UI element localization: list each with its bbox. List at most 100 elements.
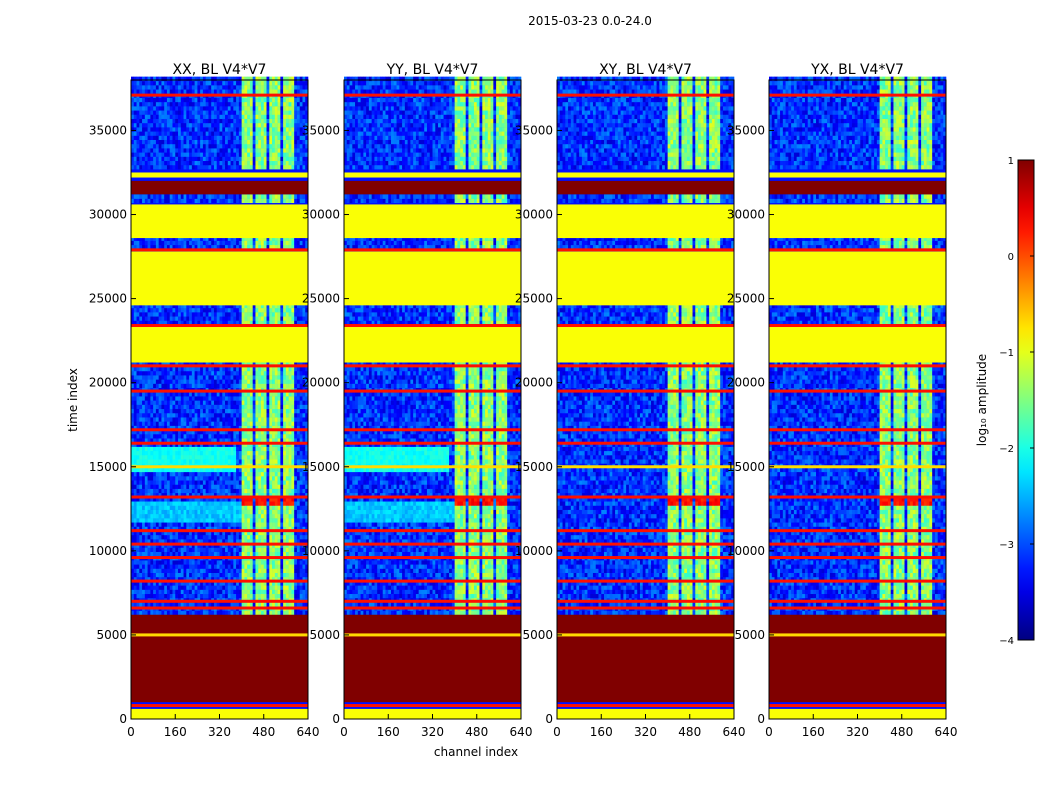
heatmap-cell — [236, 552, 239, 557]
heatmap-cell — [181, 590, 184, 595]
heatmap-cell — [150, 484, 153, 489]
heatmap-cell — [150, 585, 153, 590]
heatmap-cell — [291, 514, 294, 519]
heatmap-cell — [150, 547, 153, 552]
heatmap-cell — [178, 594, 181, 599]
heatmap-cell — [145, 560, 148, 565]
heatmap-cell — [225, 510, 228, 515]
heatmap-cell — [217, 472, 220, 477]
heatmap-cell — [214, 611, 217, 616]
heatmap-cell — [283, 472, 286, 477]
heatmap-cell — [153, 510, 156, 515]
heatmap-cell — [145, 505, 148, 510]
heatmap-cell — [142, 459, 145, 464]
heatmap-cell — [236, 484, 239, 489]
heatmap-cell — [156, 552, 159, 557]
heatmap-cell — [164, 518, 167, 523]
heatmap-cell — [159, 518, 162, 523]
heatmap-cell — [291, 611, 294, 616]
heatmap-cell — [167, 476, 170, 481]
heatmap-cell — [242, 476, 245, 481]
heatmap-cell — [217, 480, 220, 485]
heatmap-cell — [253, 489, 256, 494]
heatmap-cell — [134, 522, 137, 527]
heatmap-cell — [172, 547, 175, 552]
heatmap-cell — [139, 552, 142, 557]
heatmap-cell — [172, 569, 175, 574]
heatmap-cell — [283, 560, 286, 565]
heatmap-cell — [236, 514, 239, 519]
heatmap-cell — [297, 505, 300, 510]
heatmap-cell — [200, 560, 203, 565]
heatmap-cell — [192, 552, 195, 557]
heatmap-cell — [297, 468, 300, 473]
heatmap-cell — [203, 518, 206, 523]
heatmap-cell — [145, 590, 148, 595]
heatmap-cell — [170, 535, 173, 540]
heatmap-cell — [250, 552, 253, 557]
heatmap-cell — [200, 514, 203, 519]
heatmap-cell — [300, 501, 303, 506]
heatmap-cell — [294, 522, 297, 527]
heatmap-cell — [217, 501, 220, 506]
heatmap-cell — [286, 590, 289, 595]
heatmap-cell — [233, 602, 236, 607]
heatmap-cell — [236, 594, 239, 599]
heatmap-cell — [231, 514, 234, 519]
heatmap-cell — [156, 484, 159, 489]
heatmap-cell — [200, 611, 203, 616]
heatmap-cell — [192, 594, 195, 599]
heatmap-cell — [170, 552, 173, 557]
heatmap-cell — [159, 472, 162, 477]
heatmap-cell — [236, 569, 239, 574]
heatmap-cell — [197, 602, 200, 607]
heatmap-cell — [186, 505, 189, 510]
heatmap-cell — [172, 602, 175, 607]
heatmap-cell — [156, 590, 159, 595]
heatmap-cell — [302, 489, 305, 494]
heatmap-cell — [280, 602, 283, 607]
heatmap-cell — [195, 510, 198, 515]
heatmap-cell — [264, 560, 267, 565]
heatmap-cell — [291, 476, 294, 481]
heatmap-cell — [247, 569, 250, 574]
heatmap-cell — [286, 514, 289, 519]
heatmap-cell — [150, 505, 153, 510]
heatmap-cell — [200, 476, 203, 481]
heatmap-cell — [150, 468, 153, 473]
heatmap-cell — [181, 468, 184, 473]
heatmap-cell — [150, 590, 153, 595]
heatmap-cell — [208, 501, 211, 506]
heatmap-cell — [225, 468, 228, 473]
heatmap-cell — [184, 569, 187, 574]
heatmap-cell — [211, 510, 214, 515]
heatmap-cell — [236, 518, 239, 523]
heatmap-cell — [261, 560, 264, 565]
heatmap-cell — [258, 459, 261, 464]
heatmap-cell — [233, 468, 236, 473]
heatmap-cell — [142, 573, 145, 578]
heatmap-cell — [300, 505, 303, 510]
heatmap-cell — [297, 518, 300, 523]
heatmap-cell — [280, 514, 283, 519]
heatmap-cell — [192, 611, 195, 616]
heatmap-cell — [181, 602, 184, 607]
heatmap-cell — [192, 501, 195, 506]
heatmap-cell — [214, 569, 217, 574]
heatmap-cell — [186, 585, 189, 590]
heatmap-cell — [153, 472, 156, 477]
heatmap-cell — [200, 535, 203, 540]
heatmap-cell — [172, 489, 175, 494]
heatmap-cell — [139, 472, 142, 477]
heatmap-cell — [297, 522, 300, 527]
heatmap-cell — [206, 535, 209, 540]
heatmap-cell — [220, 535, 223, 540]
heatmap-cell — [233, 501, 236, 506]
heatmap-cell — [222, 480, 225, 485]
heatmap-cell — [139, 594, 142, 599]
heatmap-cell — [225, 552, 228, 557]
heatmap-cell — [167, 573, 170, 578]
heatmap-cell — [145, 569, 148, 574]
heatmap-cell — [142, 501, 145, 506]
heatmap-cell — [181, 476, 184, 481]
